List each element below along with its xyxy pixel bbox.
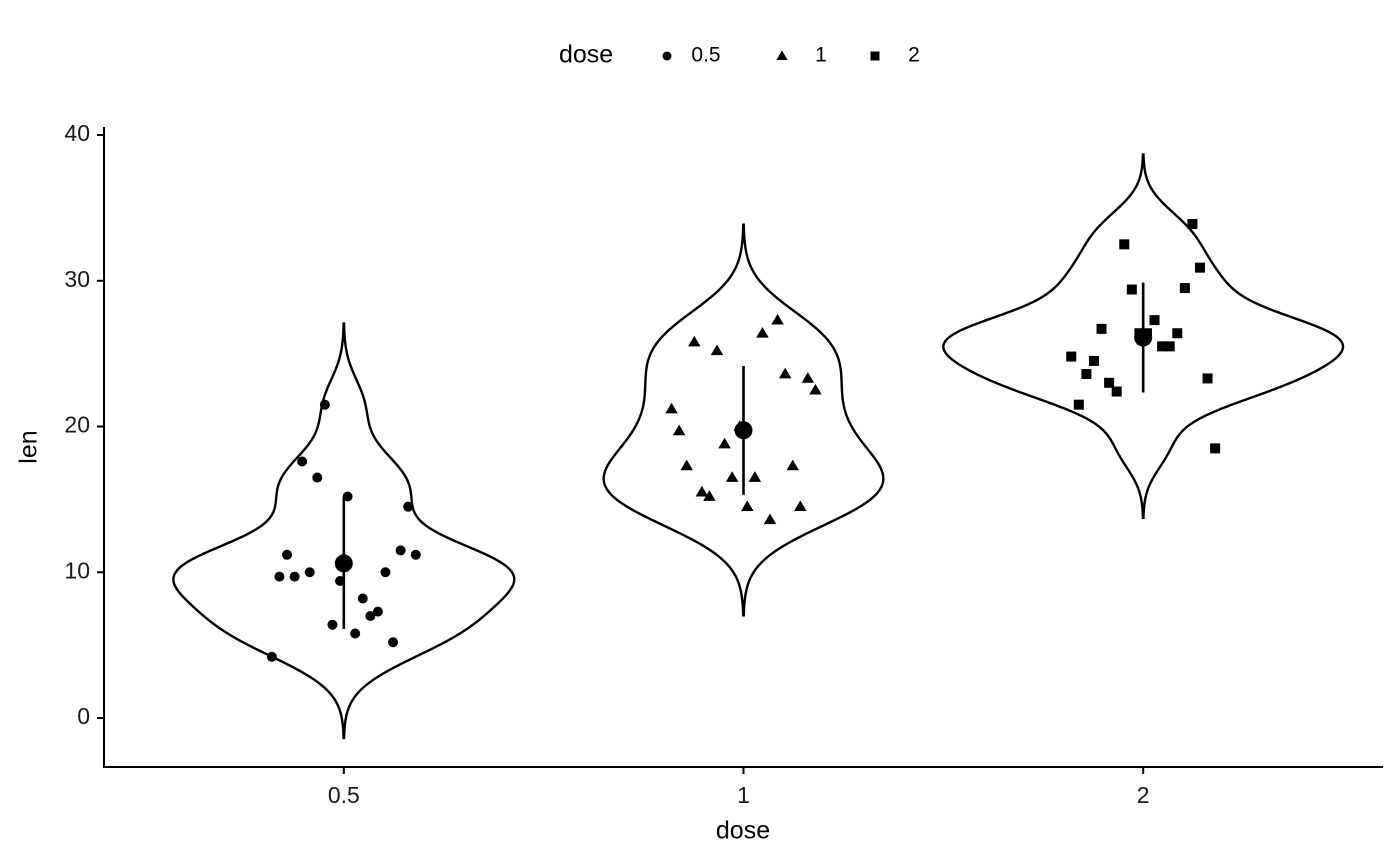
- point: [410, 549, 421, 560]
- legend-label: 0.5: [691, 44, 720, 67]
- point: [695, 485, 709, 497]
- point: [274, 571, 285, 582]
- point: [1111, 386, 1122, 397]
- point: [809, 383, 822, 395]
- point: [1073, 399, 1084, 410]
- point: [289, 571, 300, 582]
- point: [741, 500, 754, 512]
- point: [786, 459, 799, 471]
- point: [297, 456, 308, 467]
- point: [1081, 369, 1092, 380]
- point: [1164, 341, 1175, 352]
- point: [665, 402, 678, 414]
- point: [1088, 355, 1099, 366]
- point: [327, 619, 338, 630]
- point: [1210, 443, 1221, 454]
- point: [357, 593, 368, 604]
- point: [403, 501, 414, 512]
- mean-point: [334, 554, 353, 573]
- point: [282, 549, 293, 560]
- point: [380, 567, 391, 578]
- point: [266, 651, 277, 662]
- point: [365, 611, 376, 622]
- x-tick-label: 2: [1137, 782, 1150, 808]
- y-tick-label: 20: [64, 412, 90, 438]
- point: [703, 490, 716, 501]
- y-axis-title: len: [15, 430, 43, 463]
- point: [778, 367, 792, 379]
- point: [1202, 373, 1213, 384]
- legend-symbol: [662, 51, 672, 61]
- point: [763, 513, 777, 525]
- y-tick-label: 0: [77, 703, 90, 729]
- violin: [942, 153, 1345, 519]
- point: [688, 335, 701, 347]
- point: [771, 313, 784, 325]
- mean-point: [734, 421, 753, 440]
- x-tick-label: 1: [737, 782, 750, 808]
- point: [388, 637, 399, 648]
- y-tick-label: 40: [64, 120, 90, 146]
- point: [672, 424, 686, 436]
- point: [756, 326, 769, 338]
- legend-symbol: [870, 51, 880, 61]
- point: [1119, 239, 1130, 250]
- point: [1104, 377, 1115, 388]
- y-tick-label: 10: [64, 557, 90, 583]
- legend-title: dose: [559, 41, 613, 69]
- point: [680, 459, 693, 471]
- point: [1157, 341, 1168, 352]
- point: [1096, 323, 1107, 334]
- point: [1066, 351, 1077, 362]
- point: [372, 606, 383, 617]
- point: [710, 344, 724, 356]
- point: [794, 500, 807, 512]
- violin: [172, 322, 516, 740]
- x-axis-title: dose: [716, 817, 770, 845]
- legend-symbol: [776, 50, 788, 60]
- point: [748, 471, 762, 482]
- x-tick-label: 0.5: [328, 782, 360, 808]
- point: [725, 471, 739, 482]
- point: [395, 545, 406, 556]
- legend-label: 1: [815, 44, 827, 67]
- point: [1194, 262, 1205, 273]
- point: [350, 628, 361, 639]
- point: [1187, 218, 1198, 229]
- point: [319, 399, 330, 410]
- mean-point: [1134, 328, 1153, 347]
- point: [1179, 283, 1190, 294]
- point: [801, 372, 815, 383]
- violin: [602, 223, 885, 617]
- point: [718, 437, 731, 449]
- y-tick-label: 30: [64, 266, 90, 292]
- point: [1149, 315, 1160, 326]
- legend-label: 2: [908, 44, 920, 67]
- point: [1126, 284, 1137, 295]
- point: [304, 567, 315, 578]
- point: [312, 472, 323, 483]
- point: [1172, 328, 1183, 339]
